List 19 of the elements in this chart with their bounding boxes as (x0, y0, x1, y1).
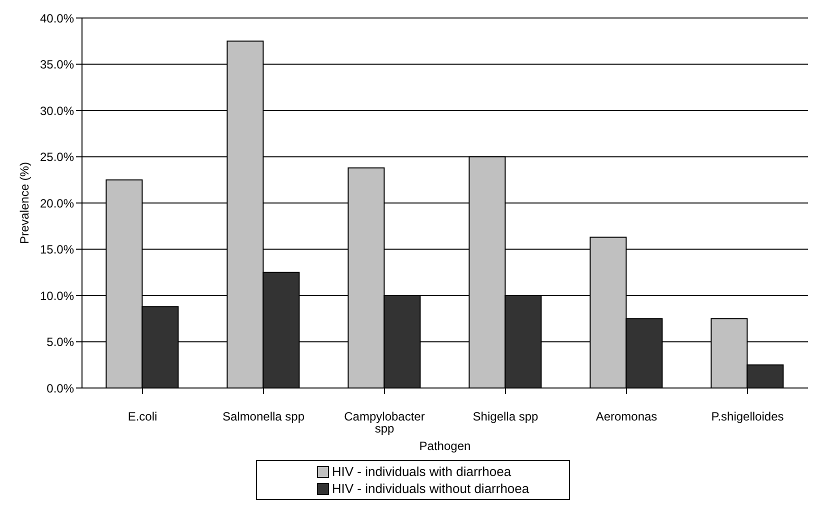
x-tick-label: P.shigelloides (711, 410, 784, 424)
legend-label: HIV - individuals without diarrhoea (332, 480, 530, 497)
x-tick-label: Salmonella spp (222, 410, 305, 424)
y-tick-label: 30.0% (40, 104, 74, 118)
y-tick-label: 15.0% (40, 242, 74, 257)
y-tick-label: 5.0% (46, 335, 74, 350)
x-tick-label: Aeromonas (596, 410, 658, 424)
y-tick-label: 25.0% (40, 150, 74, 164)
y-tick-label: 40.0% (40, 11, 74, 26)
y-axis-title: Prevalence (%) (17, 162, 32, 244)
x-tick-label: Campylobacter spp (344, 410, 425, 436)
y-tick-label: 0.0% (46, 381, 74, 396)
x-axis-title: Pathogen (419, 439, 471, 453)
y-tick-label: 20.0% (40, 196, 74, 210)
y-tick-label: 10.0% (40, 288, 74, 303)
y-tick-label: 35.0% (40, 58, 74, 72)
legend-label: HIV - individuals with diarrhoea (332, 463, 512, 480)
x-tick-label: E.coli (128, 410, 158, 424)
x-tick-label: Shigella spp (472, 410, 539, 424)
